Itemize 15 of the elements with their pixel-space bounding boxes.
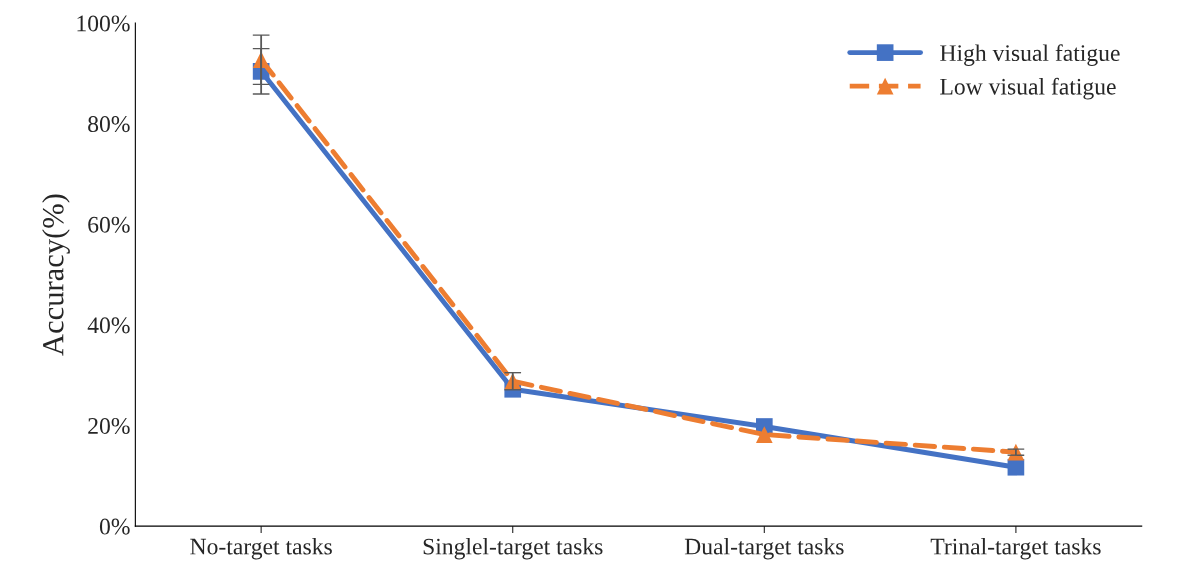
y-tick-label: 100% (77, 15, 130, 32)
x-tick-label: Dual-target tasks (684, 537, 844, 560)
legend-label: High visual fatigue (940, 44, 1120, 66)
y-tick-label: 60% (88, 216, 130, 233)
y-tick-label: 40% (87, 317, 130, 334)
y-tick-label: 80% (88, 116, 130, 133)
x-tick-label: No-target tasks (190, 537, 332, 560)
point (755, 426, 773, 443)
y-tick-label: 0% (99, 518, 130, 535)
point (1007, 458, 1025, 476)
y-axis-title: Accuracy(%) (42, 194, 70, 356)
legend-label: Low visual fatigue (940, 77, 1116, 100)
x-tick-label: Trinal-target tasks (930, 537, 1101, 560)
y-tick-label: 20% (88, 417, 130, 434)
x-tick-label: Singlel-target tasks (423, 537, 603, 560)
